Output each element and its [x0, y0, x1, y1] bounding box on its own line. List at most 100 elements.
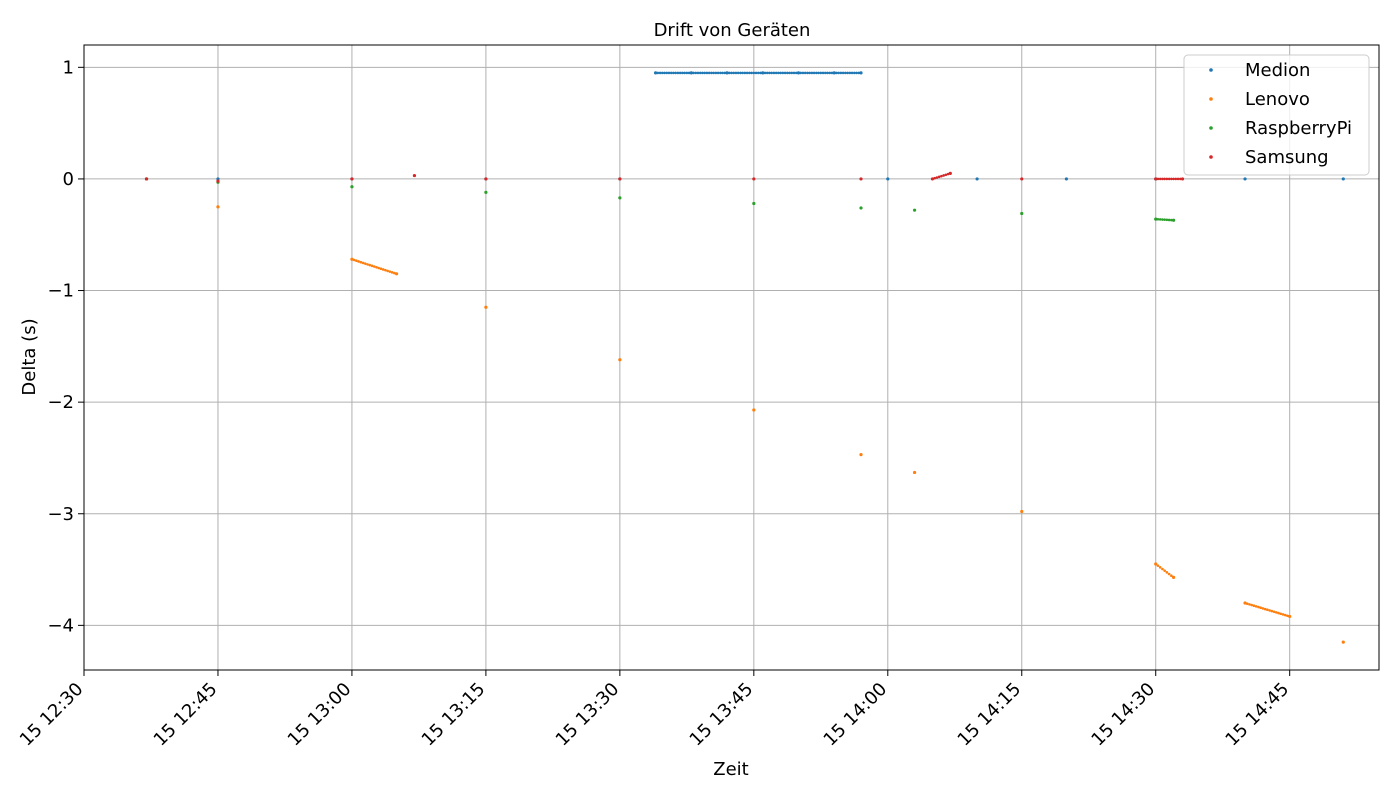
- trace-point: [1176, 177, 1180, 181]
- trace-point: [1163, 218, 1166, 221]
- legend-box: [1183, 54, 1370, 176]
- trace-point: [1156, 177, 1160, 181]
- trace-point: [1279, 612, 1283, 616]
- trace-point: [803, 71, 807, 75]
- trace-point: [1174, 177, 1178, 181]
- legend-marker: [1209, 68, 1213, 72]
- trace-point: [1167, 177, 1171, 181]
- trace-point: [698, 71, 702, 75]
- trace-point: [364, 262, 367, 265]
- trace-point: [674, 71, 677, 75]
- trace-point: [683, 71, 686, 75]
- trace-point: [1165, 218, 1169, 222]
- data-point: [930, 177, 935, 181]
- trace-point: [672, 71, 675, 75]
- data-point: [859, 177, 863, 181]
- data-point: [975, 177, 979, 181]
- trace-point: [375, 265, 378, 269]
- trace-point: [786, 71, 789, 75]
- trace-point: [774, 71, 778, 75]
- data-point: [859, 206, 863, 210]
- trace-point: [359, 260, 363, 264]
- data-point: [484, 177, 488, 181]
- trace-point: [779, 71, 782, 75]
- trace-point: [752, 71, 756, 75]
- series-lenovo: [144, 177, 1345, 644]
- data-point: [752, 408, 756, 412]
- data-point: [912, 208, 917, 212]
- trace-point: [741, 71, 744, 75]
- trace-point: [806, 71, 809, 75]
- trace-point: [712, 71, 715, 75]
- trace-point: [656, 71, 660, 75]
- trace-point: [732, 71, 736, 75]
- trace-point: [770, 71, 773, 75]
- trace-point: [777, 71, 780, 75]
- trace-point: [933, 176, 936, 180]
- trace-point: [676, 71, 680, 75]
- trace-point: [368, 263, 372, 267]
- series-layer: [144, 71, 1345, 644]
- series-medion: [144, 71, 1345, 181]
- x-tick-label: 15 12:45: [150, 679, 222, 751]
- trace-point: [839, 71, 843, 75]
- trace-point: [734, 71, 738, 75]
- trace-point: [772, 71, 776, 75]
- trace-point: [1268, 609, 1271, 612]
- legend-entry: Medion: [1245, 60, 1310, 81]
- legend-entry: RaspberryPi: [1245, 118, 1352, 139]
- x-tick-label: 15 13:00: [284, 679, 356, 751]
- data-point: [859, 452, 863, 457]
- x-tick-label: 15 13:30: [552, 679, 624, 751]
- trace-point: [745, 71, 749, 75]
- trace-point: [1158, 566, 1162, 569]
- trace-point: [714, 71, 718, 75]
- trace-point: [692, 71, 695, 75]
- trace-point: [1161, 567, 1164, 571]
- trace-point: [940, 174, 943, 178]
- data-point: [216, 205, 220, 209]
- trace-point: [710, 71, 713, 75]
- x-tick-label: 15 14:00: [820, 679, 892, 751]
- trace-point: [823, 71, 827, 75]
- trace-point: [685, 71, 689, 75]
- data-point: [1180, 177, 1185, 181]
- data-point: [859, 71, 863, 75]
- trace-point: [750, 71, 753, 75]
- data-point: [1154, 177, 1158, 181]
- trace-point: [716, 71, 720, 75]
- trace-point: [837, 71, 840, 75]
- trace-point: [663, 71, 666, 75]
- legend-entry: Lenovo: [1245, 89, 1310, 110]
- trace-point: [768, 71, 771, 75]
- trace-point: [937, 175, 941, 179]
- trace-point: [1158, 218, 1162, 221]
- trace-point: [792, 71, 796, 75]
- trace-point: [846, 71, 849, 75]
- x-tick-label: 15 14:15: [954, 679, 1026, 751]
- trace-point: [830, 71, 834, 75]
- trace-point: [1254, 605, 1258, 608]
- trace-point: [794, 71, 798, 75]
- data-point: [1288, 614, 1292, 619]
- trace-point: [386, 269, 389, 273]
- trace-point: [1252, 604, 1256, 608]
- data-point: [350, 177, 354, 181]
- grid: [83, 45, 1379, 670]
- data-point: [144, 177, 149, 181]
- trace-point: [1277, 611, 1280, 615]
- legend-marker: [1209, 126, 1213, 130]
- data-point: [1341, 640, 1345, 644]
- trace-point: [352, 258, 356, 262]
- data-point: [1171, 575, 1176, 579]
- trace-point: [721, 71, 724, 75]
- data-point: [216, 177, 220, 181]
- y-tick-label: −3: [47, 504, 74, 525]
- x-tick-label: 15 13:15: [418, 679, 490, 751]
- trace-point: [944, 173, 948, 177]
- series-samsung: [144, 171, 1185, 183]
- trace-point: [799, 71, 803, 75]
- trace-point: [381, 268, 385, 271]
- trace-point: [736, 71, 740, 75]
